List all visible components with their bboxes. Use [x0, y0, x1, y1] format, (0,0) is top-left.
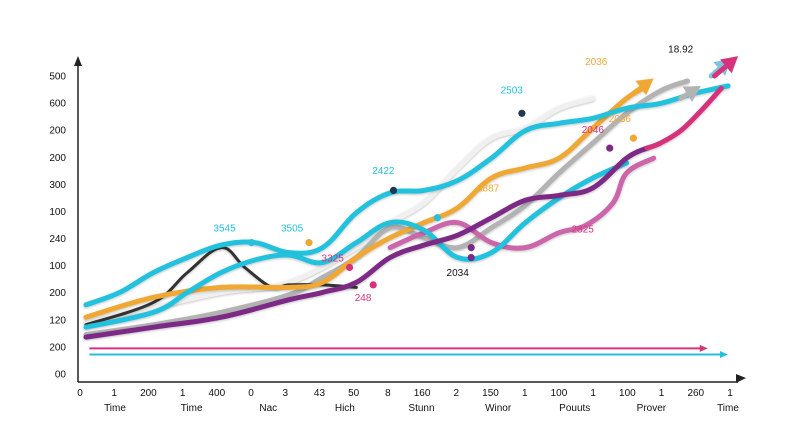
arrow-head [682, 85, 701, 102]
data-label: 3325 [322, 253, 345, 264]
x-category-label: Time [717, 403, 739, 414]
data-point [389, 186, 398, 194]
y-tick-label: 200 [49, 153, 66, 164]
data-labels: 3545 3505 3325 248 2422 3887 2034 2503 2825 2046 2… [213, 44, 693, 304]
y-axis-arrow [74, 56, 82, 66]
data-label: 2046 [582, 125, 605, 136]
x-tick-label: 1 [180, 388, 186, 399]
x-tick-label: 160 [414, 388, 431, 399]
series-line [83, 83, 731, 308]
y-tick-labels: 00 200 120 200 100 240 100 300 200 200 600 500 [49, 72, 66, 381]
x-tick-label: 1 [111, 388, 117, 399]
axes [74, 56, 746, 383]
x-category-label: Nac [259, 403, 277, 414]
x-tick-label: 200 [140, 388, 157, 399]
y-tick-label: 100 [49, 207, 66, 218]
data-point [518, 109, 526, 117]
x-tick-label: 50 [348, 388, 360, 399]
data-label: 2036 [585, 57, 608, 68]
data-point [369, 281, 377, 289]
y-tick-label: 300 [49, 180, 66, 191]
y-tick-label: 500 [49, 72, 66, 83]
x-tick-label: 43 [314, 388, 326, 399]
x-category-label: Hich [335, 403, 355, 414]
arrow-head [720, 56, 739, 74]
y-tick-label: 100 [49, 261, 66, 272]
data-label: 2825 [572, 225, 595, 236]
x-tick-label: 8 [385, 388, 391, 399]
data-point [247, 239, 256, 247]
baseline-arrow-head [699, 344, 708, 352]
x-category-labels: Time Time Nac Hich Stunn Winor Pouuts Prover Tim… [104, 403, 739, 414]
x-category-label: Time [104, 403, 126, 414]
series-line [644, 85, 724, 151]
data-point [433, 214, 442, 222]
data-label: 3887 [477, 184, 500, 195]
x-category-label: Pouuts [559, 403, 590, 414]
data-label: 18.92 [668, 44, 693, 55]
series-line [83, 83, 650, 320]
series-line [387, 155, 657, 251]
y-tick-label: 120 [49, 315, 66, 326]
data-point [305, 239, 313, 247]
x-category-label: Stunn [408, 403, 434, 414]
x-category-label: Time [181, 403, 203, 414]
series-line [83, 160, 630, 330]
x-tick-label: 150 [482, 388, 499, 399]
x-category-label: Prover [637, 403, 667, 414]
x-tick-label: 1 [659, 388, 665, 399]
data-point [467, 244, 475, 252]
data-label: 2034 [447, 268, 470, 279]
data-label: 2422 [372, 166, 395, 177]
x-tick-label: 100 [551, 388, 568, 399]
x-tick-label: 0 [77, 388, 83, 399]
y-tick-label: 200 [49, 126, 66, 137]
data-markers [247, 109, 637, 289]
x-tick-label: 0 [248, 388, 254, 399]
x-tick-label: 1 [590, 388, 596, 399]
x-tick-label: 1 [522, 388, 528, 399]
series-line [83, 145, 650, 340]
x-tick-label: 3 [282, 388, 288, 399]
data-label: 2503 [501, 85, 524, 96]
arrow-heads [630, 56, 739, 102]
x-tick-label: 1 [727, 388, 733, 399]
y-tick-label: 200 [49, 288, 66, 299]
baseline-arrows [89, 344, 728, 359]
y-tick-label: 240 [49, 234, 66, 245]
data-point [606, 144, 614, 152]
data-label: 3505 [281, 223, 304, 234]
x-tick-labels: 0 1 200 1 400 0 3 43 50 8 160 2 150 1 100 1 100 1 260 1 [77, 388, 733, 399]
x-axis-arrow [736, 374, 746, 383]
baseline-arrow-head [720, 351, 728, 359]
x-tick-label: 100 [619, 388, 636, 399]
data-label: 2036 [609, 114, 632, 125]
y-tick-label: 200 [49, 342, 66, 353]
data-point [345, 263, 354, 272]
x-tick-label: 2 [454, 388, 460, 399]
y-tick-label: 600 [49, 99, 66, 110]
x-tick-label: 400 [208, 388, 225, 399]
data-label: 248 [355, 293, 372, 304]
x-tick-label: 260 [687, 388, 704, 399]
data-label: 3545 [213, 223, 236, 234]
x-category-label: Winor [485, 403, 512, 414]
data-point [629, 134, 637, 142]
series-layer [83, 78, 731, 340]
data-point [467, 253, 475, 262]
arrow-head [635, 78, 654, 96]
y-tick-label: 00 [55, 370, 67, 381]
